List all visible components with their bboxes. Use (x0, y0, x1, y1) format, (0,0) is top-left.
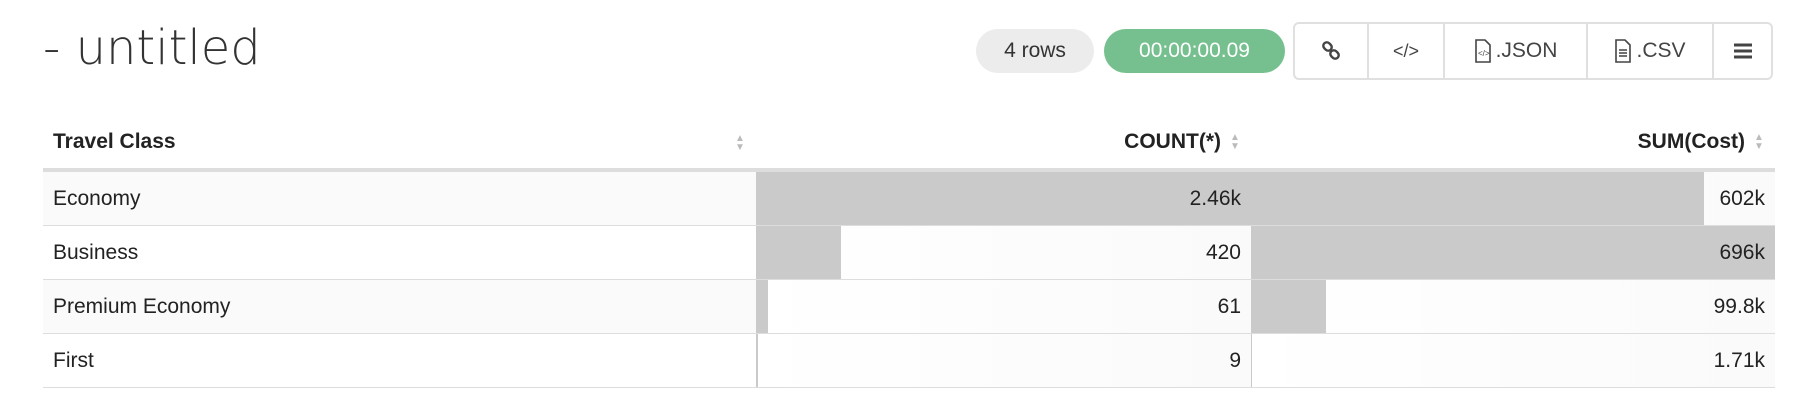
count-bar (756, 334, 758, 387)
cell-count: 2.46k (756, 170, 1251, 226)
sum-bar (1251, 226, 1775, 279)
chart-title: - untitled (43, 20, 261, 76)
hamburger-menu-icon (1733, 43, 1752, 59)
copy-link-button[interactable] (1295, 24, 1369, 78)
export-json-button[interactable]: </> .JSON (1445, 24, 1588, 78)
table-row: First 9 1.71k (43, 333, 1775, 388)
cell-sum-cost: 99.8k (1251, 279, 1775, 334)
code-icon: </> (1392, 40, 1420, 61)
cell-count: 420 (756, 225, 1251, 280)
sort-icon[interactable]: ▲ ▼ (1754, 132, 1764, 153)
count-bar (756, 226, 841, 279)
cell-sum-cost: 696k (1251, 225, 1775, 280)
count-bar (756, 172, 1251, 225)
count-bar (756, 280, 769, 333)
json-label: .JSON (1495, 39, 1558, 62)
link-icon (1322, 41, 1340, 60)
cell-travel-class: First (43, 333, 756, 388)
table-row: Economy 2.46k 602k (43, 170, 1775, 226)
cell-sum-cost: 1.71k (1251, 333, 1775, 388)
cell-count: 9 (756, 333, 1251, 388)
table-row: Premium Economy 61 99.8k (43, 279, 1775, 334)
sort-icon[interactable]: ▲ ▼ (735, 133, 745, 153)
column-header-sum-cost[interactable]: SUM(Cost) ▲ ▼ (1251, 116, 1775, 172)
sort-icon[interactable]: ▲ ▼ (1230, 132, 1240, 153)
results-table: Travel Class ▲ ▼ COUNT(*) ▲ ▼ SUM(Cost) ▲ ▼ Ec… (43, 116, 1775, 388)
toolbar: </> </> .JSON .CSV (1293, 22, 1773, 80)
cell-travel-class: Business (43, 225, 756, 280)
column-header-count[interactable]: COUNT(*) ▲ ▼ (756, 116, 1251, 172)
sum-bar (1251, 280, 1327, 333)
cell-sum-cost: 602k (1251, 170, 1775, 226)
column-header-travel-class[interactable]: Travel Class ▲ ▼ (43, 116, 756, 172)
menu-button[interactable] (1714, 24, 1771, 78)
csv-file-icon (1615, 39, 1632, 63)
embed-code-button[interactable]: </> (1369, 24, 1445, 78)
sum-bar (1251, 172, 1705, 225)
export-csv-button[interactable]: .CSV (1588, 24, 1714, 78)
svg-text:</>: </> (1478, 49, 1490, 58)
query-timer-badge: 00:00:00.09 (1104, 29, 1285, 73)
row-count-badge: 4 rows (976, 29, 1094, 73)
sum-bar (1251, 334, 1253, 387)
cell-count: 61 (756, 279, 1251, 334)
table-row: Business 420 696k (43, 225, 1775, 280)
cell-travel-class: Economy (43, 170, 756, 226)
json-file-icon: </> (1474, 39, 1491, 63)
cell-travel-class: Premium Economy (43, 279, 756, 334)
csv-label: .CSV (1636, 39, 1686, 62)
